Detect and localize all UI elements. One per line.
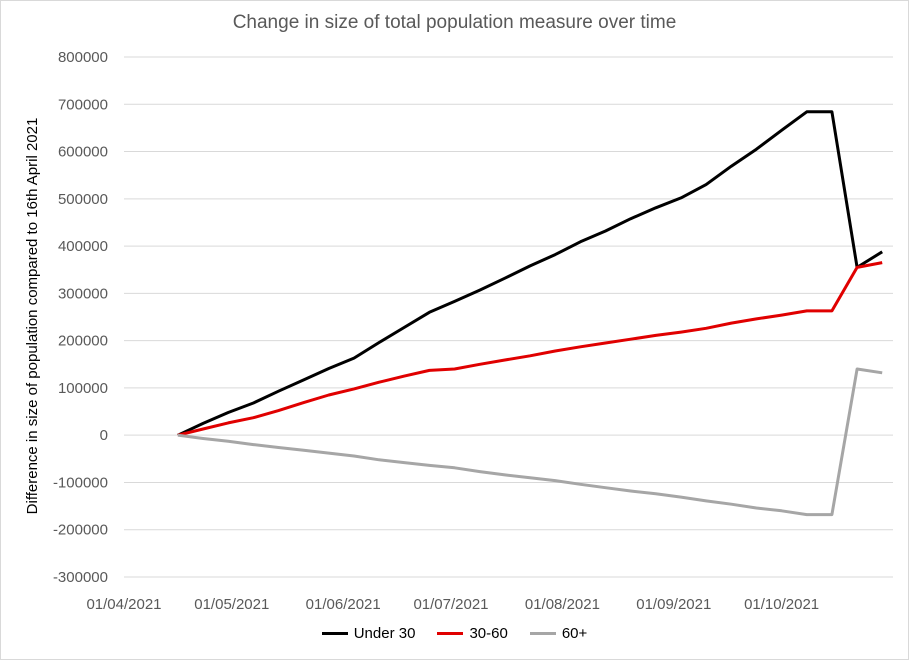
x-tick-label: 01/10/2021 (744, 596, 819, 613)
legend-item: Under 30 (321, 625, 416, 642)
x-tick-label: 01/08/2021 (525, 596, 600, 613)
y-tick-label: -200000 (53, 522, 108, 539)
y-axis-title: Difference in size of population compare… (24, 118, 41, 515)
y-tick-label: 500000 (58, 191, 108, 208)
y-tick-label: -100000 (53, 474, 108, 491)
x-tick-label: 01/06/2021 (306, 596, 381, 613)
legend-item: 60+ (529, 625, 588, 642)
y-tick-label: 300000 (58, 285, 108, 302)
series-line-2 (177, 367, 883, 517)
legend-item: 30-60 (437, 625, 508, 642)
y-tick-label: 0 (100, 427, 108, 444)
series-lines (177, 110, 883, 517)
x-tick-label: 01/09/2021 (636, 596, 711, 613)
legend: Under 30 30-60 60+ (0, 625, 909, 642)
y-tick-label: 100000 (58, 380, 108, 397)
chart-title: Change in size of total population measu… (232, 12, 677, 33)
y-tick-label: 400000 (58, 238, 108, 255)
y-tick-label: 800000 (58, 49, 108, 66)
legend-label: 30-60 (469, 625, 508, 642)
legend-swatch (529, 632, 556, 635)
legend-label: Under 30 (353, 625, 416, 642)
legend-swatch (321, 632, 348, 635)
x-axis-ticks: 01/04/2021 01/05/2021 01/06/2021 01/07/2021… (86, 596, 819, 613)
gridlines (124, 56, 893, 578)
series-line-0 (177, 110, 883, 437)
y-axis-ticks: 800000 700000 600000 500000 400000 300000 2000… (53, 49, 108, 586)
x-tick-label: 01/04/2021 (86, 596, 161, 613)
legend-swatch (437, 632, 464, 635)
y-tick-label: 700000 (58, 96, 108, 113)
y-tick-label: -300000 (53, 569, 108, 586)
y-tick-label: 600000 (58, 144, 108, 161)
x-tick-label: 01/05/2021 (194, 596, 269, 613)
series-line-1 (177, 261, 883, 437)
legend-label: 60+ (561, 625, 588, 642)
y-tick-label: 200000 (58, 333, 108, 350)
x-tick-label: 01/07/2021 (413, 596, 488, 613)
